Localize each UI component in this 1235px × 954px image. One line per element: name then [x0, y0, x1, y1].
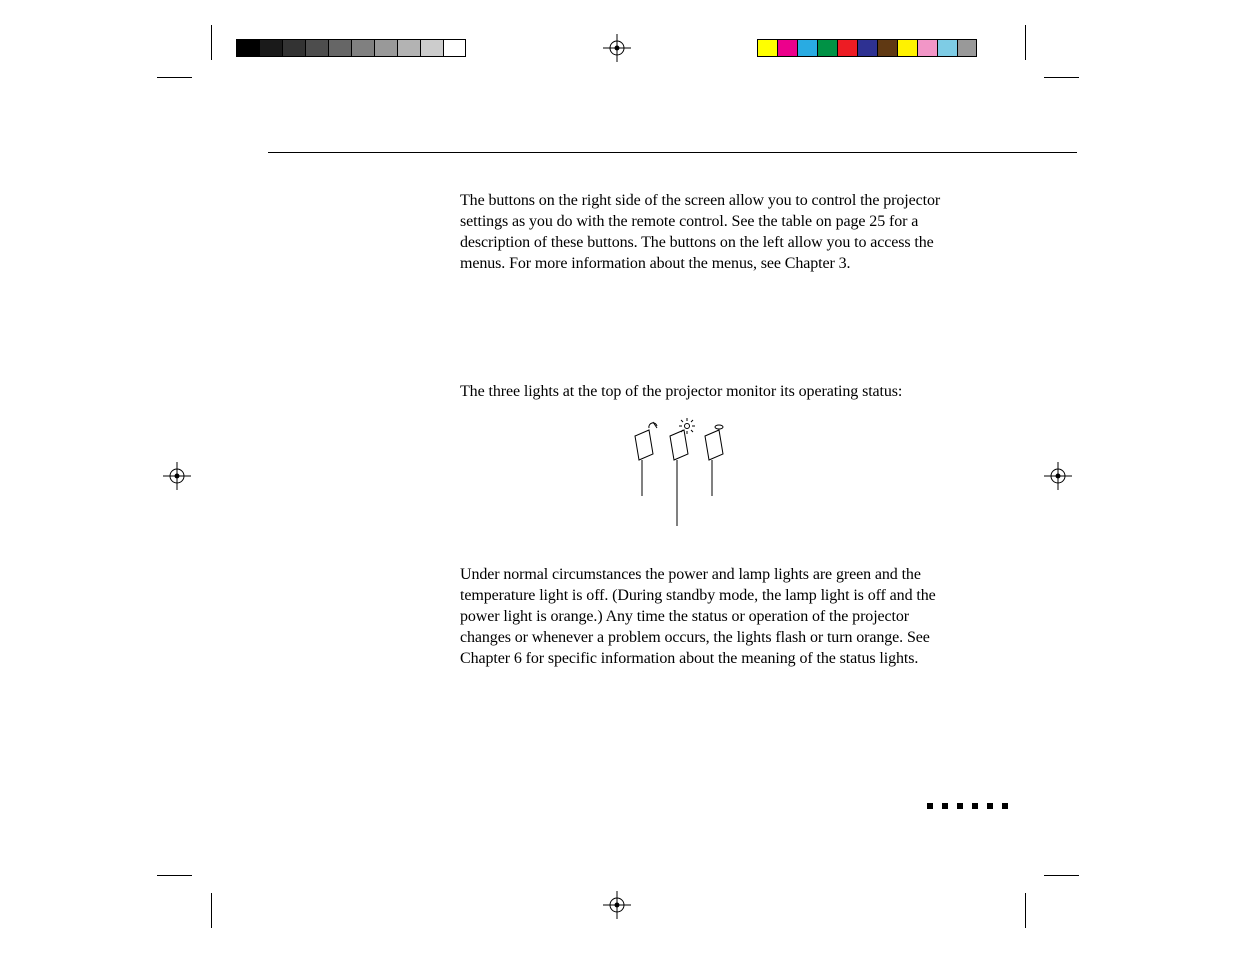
color-swatch [817, 39, 837, 57]
page-footer-dots [927, 803, 1008, 809]
color-swatch [917, 39, 937, 57]
crop-mark [211, 25, 212, 60]
body-paragraph: The three lights at the top of the proje… [460, 381, 950, 402]
footer-dot [942, 803, 948, 809]
crop-mark [157, 875, 192, 876]
footer-dot [987, 803, 993, 809]
registration-mark-icon [163, 462, 191, 490]
gray-swatch [305, 39, 328, 57]
registration-mark-icon [603, 34, 631, 62]
color-swatch [877, 39, 897, 57]
crop-mark [211, 893, 212, 928]
gray-swatch [397, 39, 420, 57]
gray-swatch [236, 39, 259, 57]
gray-swatch [351, 39, 374, 57]
crop-mark [1044, 77, 1079, 78]
color-swatch [897, 39, 917, 57]
body-paragraph: Under normal circumstances the power and… [460, 564, 950, 670]
footer-dot [1002, 803, 1008, 809]
gray-swatch [443, 39, 466, 57]
section-divider [268, 152, 1077, 153]
color-swatch [777, 39, 797, 57]
footer-dot [972, 803, 978, 809]
body-paragraph: The buttons on the right side of the scr… [460, 190, 950, 274]
registration-mark-icon [1044, 462, 1072, 490]
footer-dot [957, 803, 963, 809]
color-swatch [757, 39, 777, 57]
registration-mark-icon [603, 891, 631, 919]
status-lights-diagram-icon [625, 416, 745, 536]
crop-mark [1025, 25, 1026, 60]
gray-swatch [328, 39, 351, 57]
gray-swatch [282, 39, 305, 57]
color-swatch [837, 39, 857, 57]
crop-mark [1044, 875, 1079, 876]
crop-mark [1025, 893, 1026, 928]
gray-swatch [259, 39, 282, 57]
footer-dot [927, 803, 933, 809]
crop-mark [157, 77, 192, 78]
gray-swatch [374, 39, 397, 57]
color-swatch [797, 39, 817, 57]
grayscale-calibration-bar [236, 39, 466, 57]
color-swatch [957, 39, 977, 57]
color-calibration-bar [757, 39, 977, 57]
color-swatch [857, 39, 877, 57]
gray-swatch [420, 39, 443, 57]
color-swatch [937, 39, 957, 57]
